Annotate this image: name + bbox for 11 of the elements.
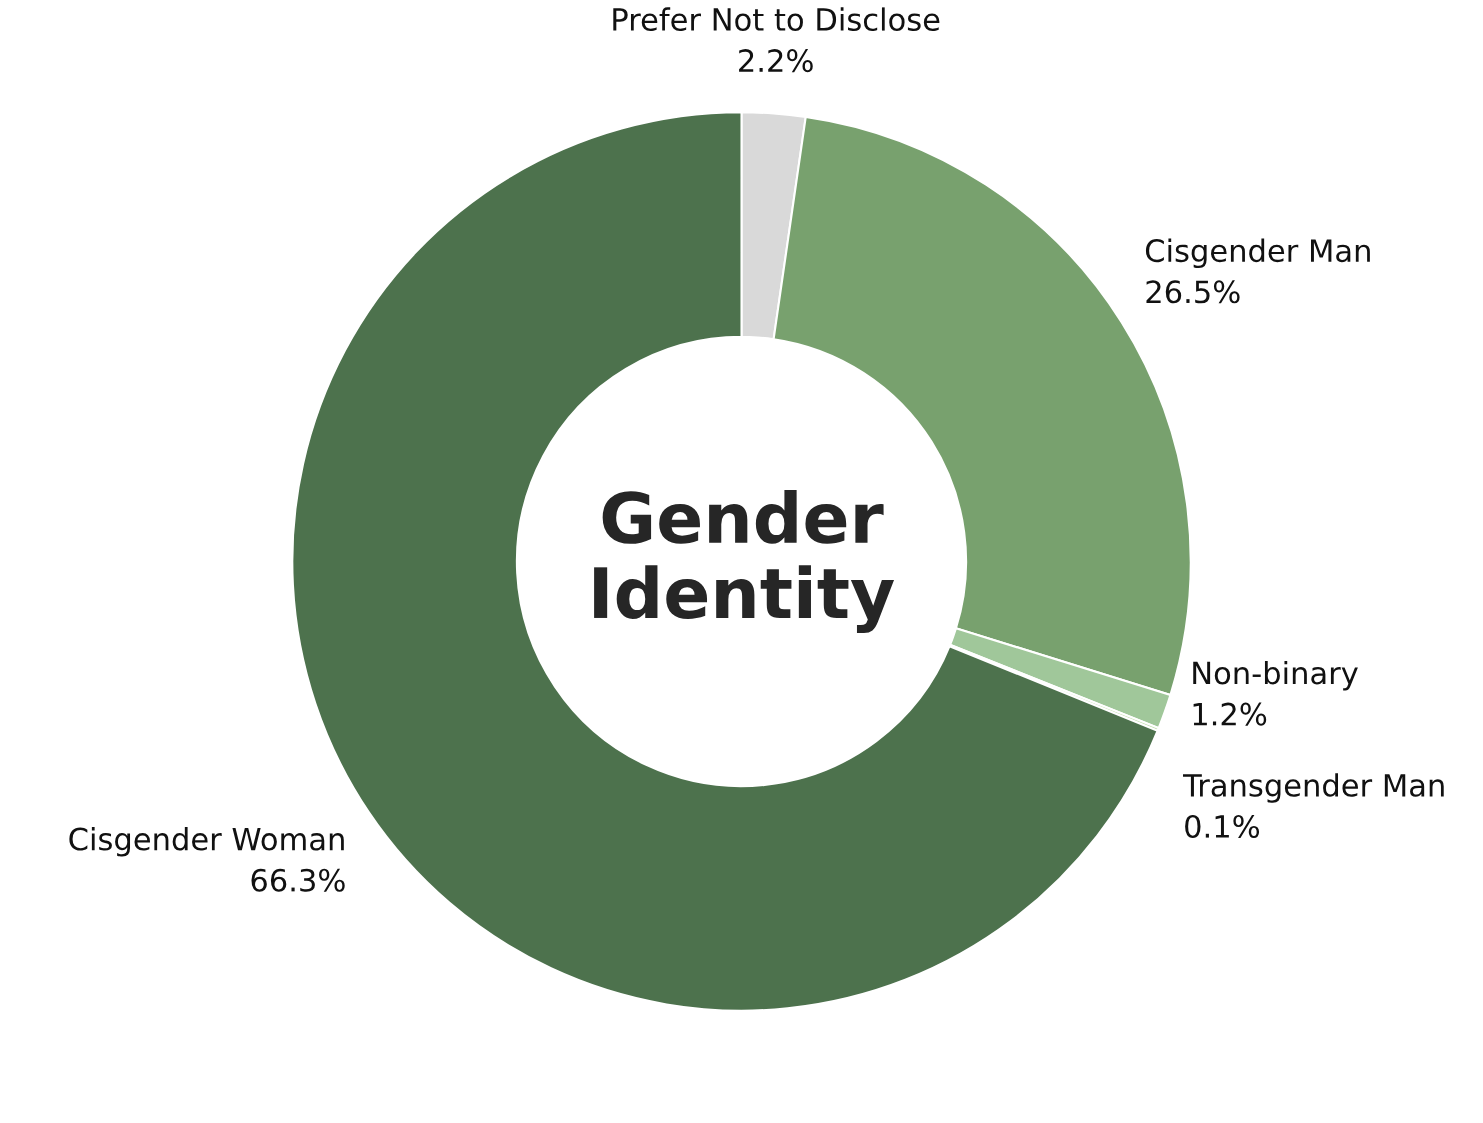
slice-label: Transgender Man [1183, 773, 1444, 803]
slice-label: Cisgender Woman [69, 826, 344, 857]
text: Gender Identity [594, 490, 895, 633]
data-label: 66.3% [251, 868, 345, 892]
data-label: 26.5% [1146, 280, 1240, 304]
data-label: 1.2% [1193, 702, 1267, 726]
slice-label: Prefer Not to Disclose [613, 7, 940, 32]
slice-label: Non-binary [1193, 660, 1358, 691]
data-label: 0.1% [1185, 814, 1260, 839]
slice-label: Cisgender Man [1145, 238, 1370, 269]
data-label: 2.2% [739, 49, 813, 73]
